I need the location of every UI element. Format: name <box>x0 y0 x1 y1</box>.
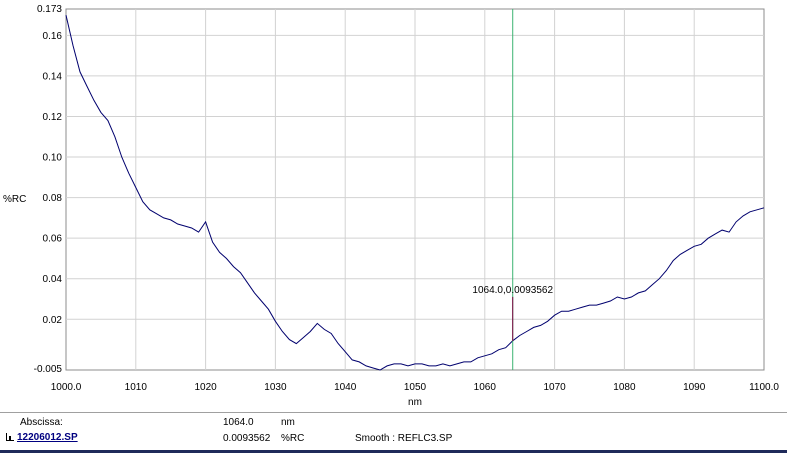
ordinate-unit: %RC <box>281 433 305 444</box>
y-tick-label: 0.08 <box>43 193 63 204</box>
x-tick-label: 1070 <box>543 382 566 393</box>
x-tick-label: 1030 <box>264 382 287 393</box>
x-tick-label: 1100.0 <box>749 382 779 393</box>
y-tick-label: -0.005 <box>34 364 63 375</box>
grid-lines <box>66 9 764 370</box>
spectrum-file-icon <box>6 433 14 442</box>
x-tick-label: 1090 <box>683 382 706 393</box>
y-tick-label: 0.14 <box>43 71 63 82</box>
file-entry[interactable]: 12206012.SP <box>6 432 78 443</box>
abscissa-value: 1064.0 <box>223 417 254 428</box>
x-tick-label: 1020 <box>194 382 217 393</box>
x-tick-label: 1010 <box>125 382 148 393</box>
file-link[interactable]: 12206012.SP <box>17 432 78 443</box>
x-axis-ticks: 1000.0 1010 1020 1030 1040 1050 1060 1070 1080 10… <box>51 382 780 393</box>
abscissa-unit: nm <box>281 417 295 428</box>
ordinate-value: 0.0093562 <box>223 433 271 444</box>
x-tick-label: 1060 <box>474 382 497 393</box>
smooth-info: Smooth : REFLC3.SP <box>355 433 453 444</box>
y-tick-label: 0.173 <box>37 4 62 15</box>
y-tick-label: 0.16 <box>43 31 63 42</box>
y-tick-label: 0.02 <box>43 315 63 326</box>
x-tick-label: 1080 <box>613 382 636 393</box>
y-tick-label: 0.12 <box>43 112 63 123</box>
x-tick-label: 1000.0 <box>51 382 82 393</box>
y-axis-label: %RC <box>3 194 26 205</box>
x-tick-label: 1040 <box>334 382 357 393</box>
y-tick-label: 0.04 <box>43 274 63 285</box>
cursor-label: 1064.0,0.0093562 <box>472 285 553 296</box>
y-tick-label: 0.06 <box>43 234 63 245</box>
x-axis-label: nm <box>408 397 422 408</box>
abscissa-label: Abscissa: <box>20 417 63 428</box>
y-axis-ticks: 0.173 0.16 0.14 0.12 0.10 0.08 0.06 0.04 0.02 -0.… <box>34 4 63 375</box>
spectrum-chart[interactable]: 0.173 0.16 0.14 0.12 0.10 0.08 0.06 0.04 0.02 -0.… <box>0 0 787 412</box>
status-bar: Abscissa: 1064.0 nm 12206012.SP 0.009356… <box>0 412 787 453</box>
x-tick-label: 1050 <box>404 382 427 393</box>
series-line <box>65 14 765 371</box>
y-tick-label: 0.10 <box>43 153 63 164</box>
